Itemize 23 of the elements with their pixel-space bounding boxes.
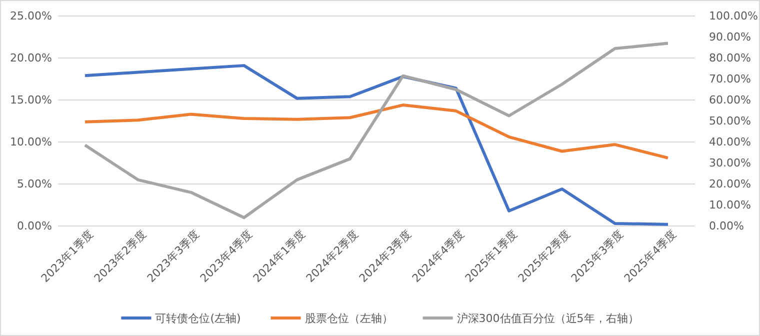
line-series xyxy=(84,64,670,226)
y-tick-label: 10.00% xyxy=(10,136,52,149)
y2-tick-label: 80.00% xyxy=(709,52,751,65)
y-tick-label: 5.00% xyxy=(17,178,52,191)
line-series xyxy=(84,104,670,160)
y2-tick-label: 40.00% xyxy=(709,136,751,149)
y2-tick-label: 90.00% xyxy=(709,30,751,44)
y2-tick-label: 20.00% xyxy=(709,178,751,191)
y2-tick-label: 70.00% xyxy=(709,72,751,86)
y2-tick-label: 50.00% xyxy=(709,114,751,128)
y-tick-label: 0.00% xyxy=(17,220,52,233)
y2-tick-label: 30.00% xyxy=(709,156,751,170)
y-tick-label: 20.00% xyxy=(10,52,52,65)
y-tick-label: 25.00% xyxy=(10,10,52,23)
legend-label: 沪深300估值百分位（近5年，右轴） xyxy=(456,312,639,325)
y2-tick-label: 100.00% xyxy=(709,10,758,23)
line-series xyxy=(84,42,670,220)
y2-tick-label: 60.00% xyxy=(709,94,751,107)
y-tick-label: 15.00% xyxy=(10,94,52,107)
legend-label: 可转债仓位(左轴) xyxy=(155,312,241,325)
legend-label: 股票仓位（左轴） xyxy=(304,312,393,325)
y2-tick-label: 0.00% xyxy=(709,220,744,233)
y2-tick-label: 10.00% xyxy=(709,198,751,212)
